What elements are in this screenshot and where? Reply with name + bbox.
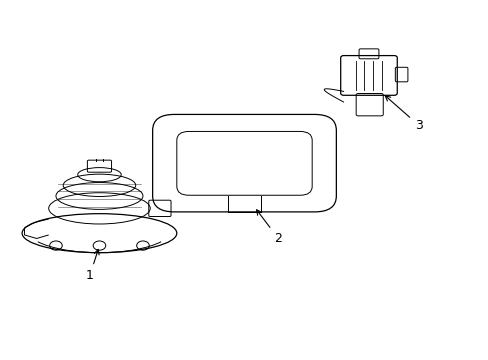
Text: 3: 3 — [385, 96, 422, 131]
Text: 1: 1 — [86, 249, 99, 282]
Text: 2: 2 — [256, 210, 282, 245]
